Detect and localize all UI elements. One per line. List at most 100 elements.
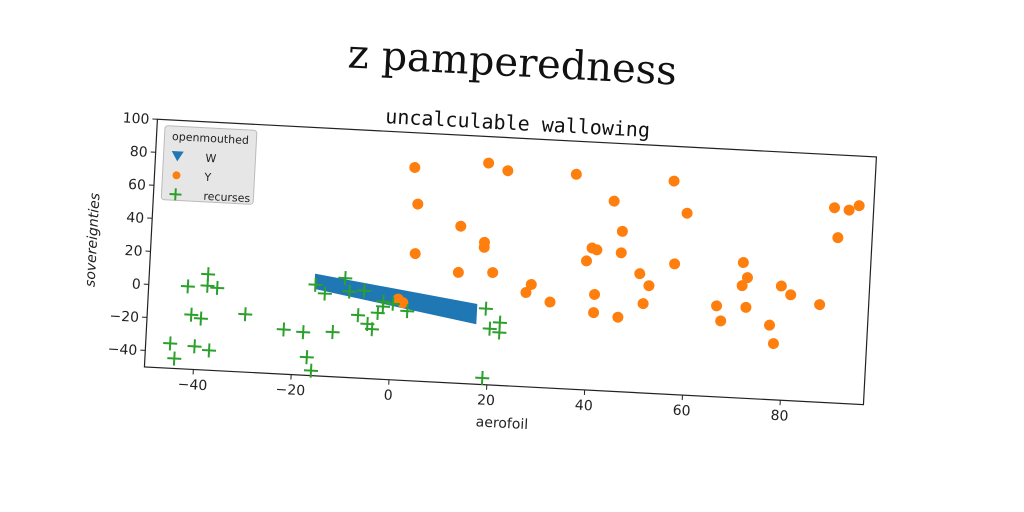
series-recurses-point — [180, 279, 195, 294]
y-tick-label: 20 — [124, 243, 143, 260]
series-y-point — [668, 175, 680, 187]
series-recurses-point — [492, 325, 507, 340]
series-recurses-point — [475, 370, 490, 386]
series-recurses-point — [200, 278, 215, 293]
series-y-point — [616, 225, 628, 237]
series-y-point — [588, 307, 600, 319]
x-tick-label: 0 — [383, 387, 393, 403]
x-tick-label: 80 — [770, 408, 789, 425]
series-y-point — [478, 241, 490, 253]
series-recurses-point — [482, 321, 497, 336]
series-y-point — [520, 287, 532, 299]
series-recurses-point — [478, 301, 493, 316]
series-recurses-point — [308, 277, 323, 292]
series-y-point — [829, 202, 841, 214]
series-recurses-point — [303, 363, 319, 378]
y-axis-label: sovereignties — [83, 193, 104, 288]
series-y-point — [737, 257, 749, 269]
series-y-point — [634, 268, 646, 280]
series-y-point — [853, 200, 865, 212]
series-y-point — [740, 301, 752, 313]
series-y-point — [525, 279, 537, 291]
x-tick-label: −40 — [177, 377, 207, 395]
series-y-point — [764, 319, 776, 331]
axes-frame — [143, 118, 878, 406]
y-tick-label: 0 — [131, 276, 141, 292]
series-y-point — [409, 161, 421, 173]
x-tick-label: 40 — [574, 397, 593, 414]
series-y-point — [736, 280, 748, 292]
series-y-point — [544, 296, 556, 308]
x-axis-label: aerofoil — [475, 414, 528, 433]
series-y-point — [832, 232, 844, 244]
series-recurses-point — [296, 325, 311, 340]
series-y-point — [502, 165, 514, 177]
series-y-point — [741, 272, 753, 284]
series-recurses-point — [376, 294, 391, 309]
series-recurses-point — [299, 350, 314, 365]
series-y-point — [715, 315, 727, 327]
series-recurses-point — [317, 286, 332, 301]
legend-box — [160, 125, 258, 205]
series-recurses-point — [167, 351, 182, 366]
series-recurses-point — [276, 322, 291, 337]
series-y-point — [775, 280, 787, 292]
legend-marker-recurses-v — [174, 188, 177, 201]
series-recurses-point — [350, 308, 366, 323]
series-y-point — [669, 258, 681, 270]
series-recurses-point — [193, 311, 208, 326]
series-y-point — [483, 157, 495, 169]
series-recurses-point — [342, 284, 357, 299]
legend-label: recurses — [203, 190, 251, 205]
series-recurses-point — [357, 283, 372, 298]
x-tick-label: 20 — [477, 392, 496, 409]
series-y-point — [785, 289, 797, 301]
legend-marker-y — [172, 171, 181, 180]
y-tick-label: −20 — [109, 308, 139, 326]
series-recurses-point — [184, 307, 199, 322]
legend-title: openmouthed — [172, 130, 249, 147]
series-y-point — [643, 280, 655, 292]
y-tick-label: 40 — [126, 210, 145, 227]
series-y-point — [612, 311, 624, 323]
series-recurses-point — [238, 307, 253, 322]
series-y-point — [487, 267, 499, 279]
series-y-point — [409, 248, 421, 260]
y-tick-label: 60 — [128, 177, 147, 194]
x-tick-label: −20 — [275, 382, 305, 400]
legend-marker-w — [171, 151, 184, 162]
series-y-point — [591, 244, 603, 256]
series-recurses-point — [187, 339, 202, 354]
chart-title: uncalculable wallowing — [385, 104, 651, 142]
series-recurses-point — [400, 304, 415, 319]
series-recurses-point — [202, 343, 217, 358]
y-tick-label: 80 — [129, 144, 148, 161]
series-y-point — [455, 220, 467, 232]
series-recurses-point — [210, 280, 225, 295]
series-y-point — [397, 297, 409, 309]
series-recurses-point — [163, 336, 178, 351]
series-y-point — [570, 168, 582, 180]
series-y-point — [589, 288, 601, 300]
series-y-point — [767, 338, 779, 350]
y-tick-label: −40 — [107, 341, 137, 359]
series-y-point — [711, 300, 723, 312]
series-y-point — [608, 195, 620, 207]
series-y-point — [580, 255, 592, 267]
series-recurses-point — [364, 322, 380, 337]
series-recurses-point — [385, 296, 401, 311]
series-y-point — [615, 247, 627, 259]
series-y-point — [637, 298, 649, 310]
series-y-point — [412, 198, 424, 210]
series-recurses-point — [338, 271, 353, 286]
series-y-point — [452, 266, 464, 278]
legend-label: W — [205, 152, 217, 166]
series-y-point — [681, 207, 693, 219]
x-tick-label: 60 — [672, 403, 691, 420]
y-tick-label: 100 — [122, 110, 150, 127]
series-y-point — [814, 299, 826, 311]
series-y-point — [843, 204, 855, 216]
